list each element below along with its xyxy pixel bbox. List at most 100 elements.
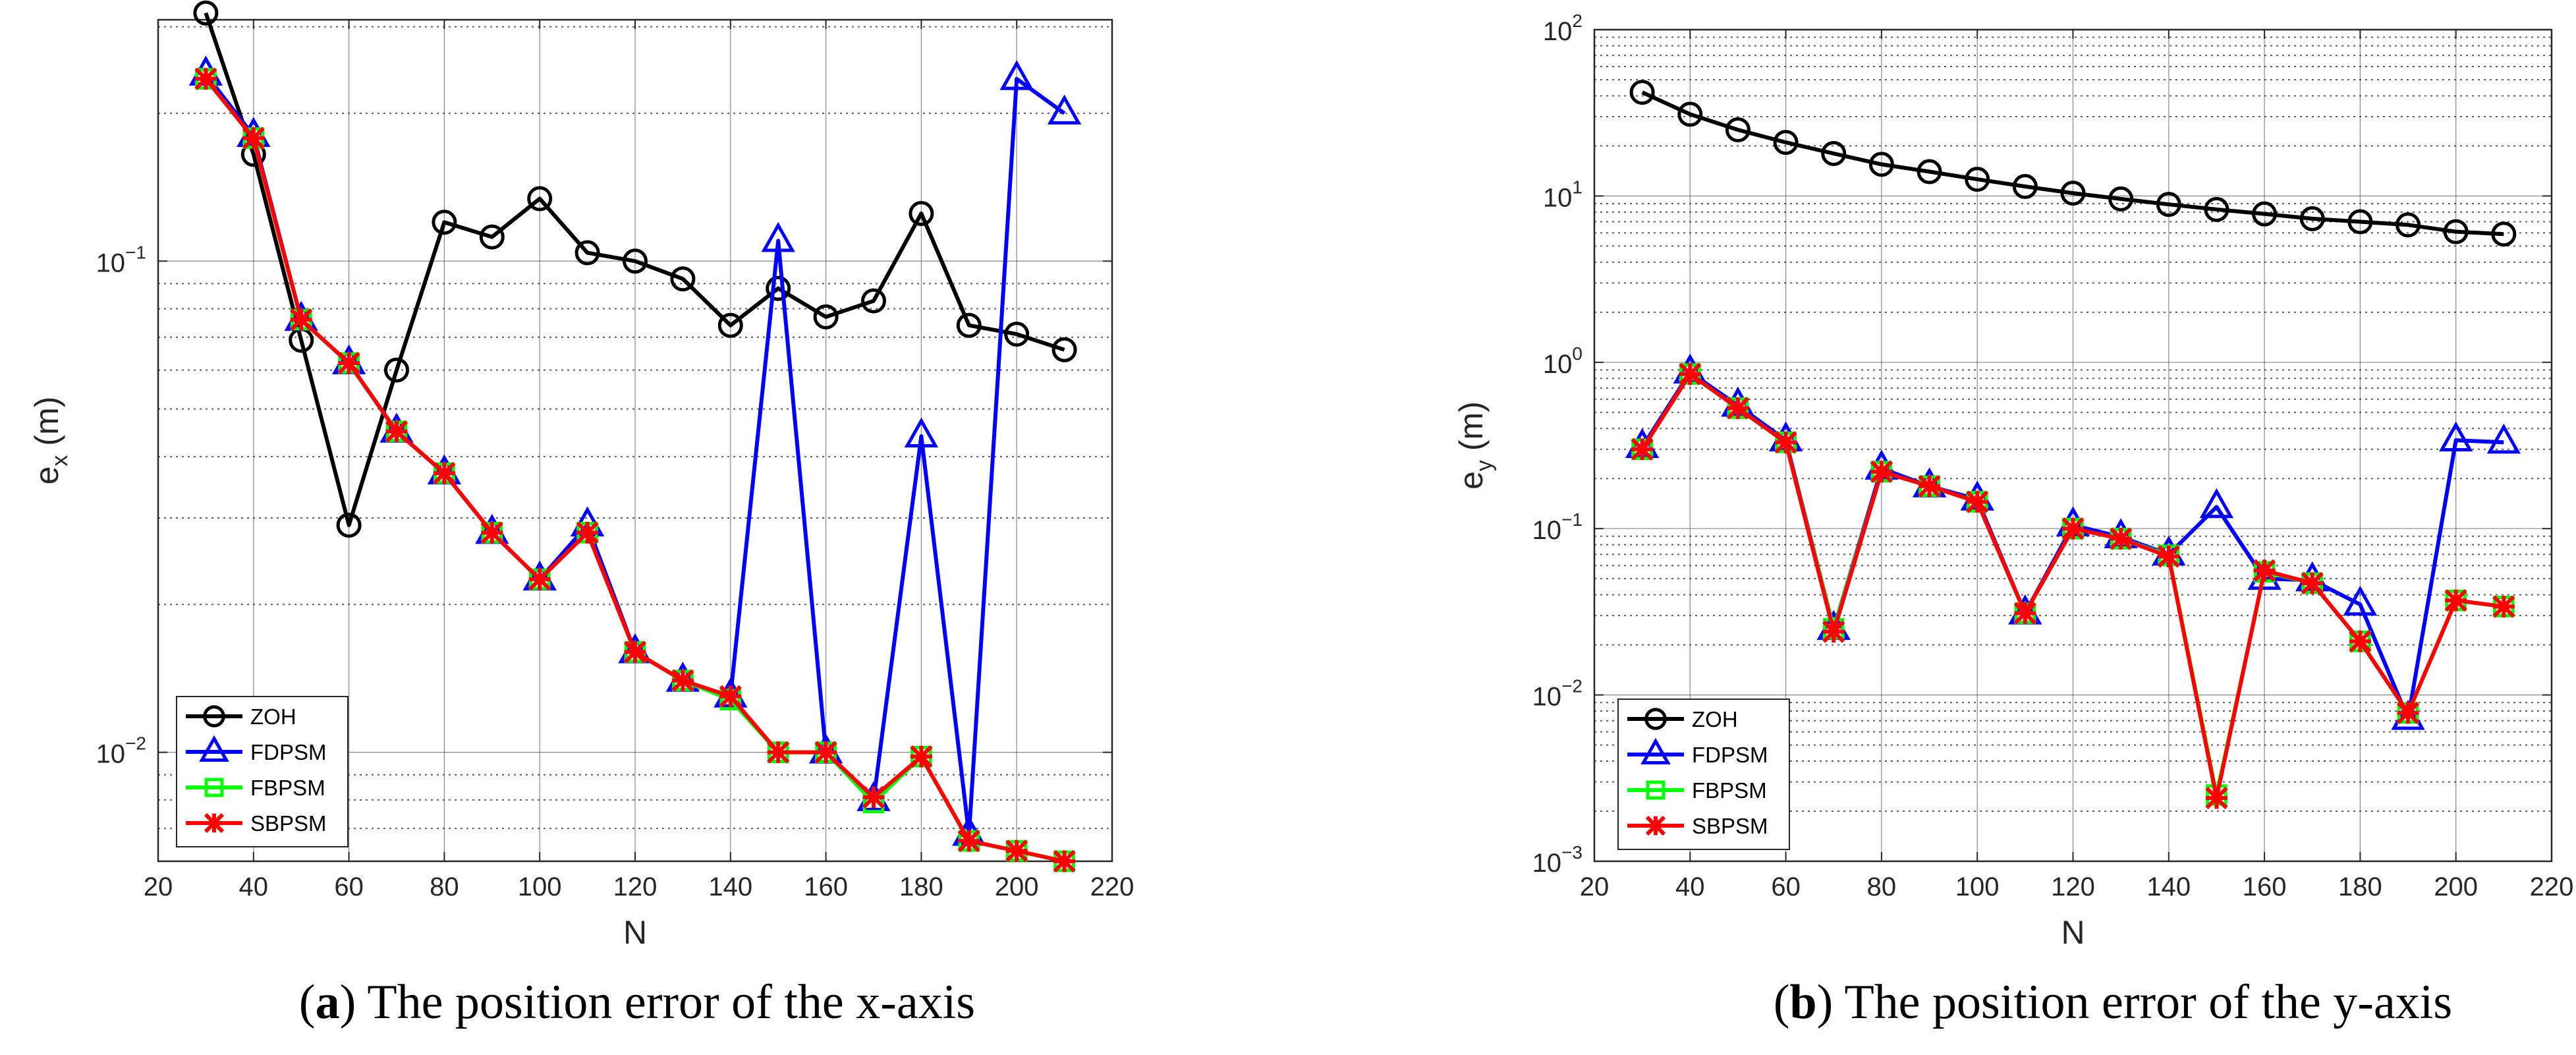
data-point xyxy=(203,705,225,727)
legend-label: FBPSM xyxy=(1692,778,1767,803)
data-point xyxy=(2253,559,2276,582)
x-tick-label: 20 xyxy=(1580,872,1610,901)
data-point xyxy=(194,67,217,90)
y-tick-label: 10−2 xyxy=(96,733,146,769)
data-point xyxy=(2252,201,2278,227)
data-point xyxy=(193,0,219,26)
series-line xyxy=(1641,90,2504,237)
data-point xyxy=(1918,474,1941,498)
data-point xyxy=(337,351,360,375)
x-tick-label: 60 xyxy=(334,872,364,901)
legend-entry-fdpsm: FDPSM xyxy=(186,735,327,764)
data-point xyxy=(1051,337,1077,362)
data-point xyxy=(623,248,648,274)
data-point xyxy=(2444,589,2467,612)
y-tick-label: 100 xyxy=(1543,343,1582,379)
data-point xyxy=(432,210,457,235)
data-point xyxy=(2395,212,2421,238)
legend: ZOH FDPSM FBPSM SBPSM xyxy=(1617,699,1790,850)
x-tick-label: 180 xyxy=(899,872,943,901)
series-sbpsm xyxy=(1631,362,2515,810)
data-point xyxy=(909,201,934,227)
x-tick-label: 120 xyxy=(2051,872,2095,901)
data-point xyxy=(479,224,505,250)
data-point xyxy=(2061,517,2085,540)
x-tick-label: 20 xyxy=(144,872,173,901)
x-tick-label: 100 xyxy=(1955,872,2000,901)
data-point xyxy=(1640,737,1671,765)
data-point xyxy=(2492,595,2515,618)
data-point xyxy=(761,221,795,252)
data-point xyxy=(2347,209,2373,235)
data-point xyxy=(2199,488,2234,519)
data-point xyxy=(766,275,791,301)
x-tick-label: 220 xyxy=(1090,872,1134,901)
legend-entry-fdpsm: FDPSM xyxy=(1627,737,1768,767)
legend-entry-sbpsm: SBPSM xyxy=(186,811,327,836)
y-tick-label: 102 xyxy=(1543,11,1582,46)
data-point xyxy=(717,312,743,338)
data-point xyxy=(2060,181,2086,206)
data-point xyxy=(767,741,790,764)
series-line xyxy=(204,12,1065,527)
x-tick-label: 160 xyxy=(804,872,848,901)
legend-label: SBPSM xyxy=(1692,814,1768,838)
legend-entry-fbpsm: FBPSM xyxy=(186,776,325,800)
data-point xyxy=(1917,159,1942,185)
series-zoh xyxy=(1629,80,2517,247)
data-point xyxy=(956,312,982,338)
y-tick-label: 10−2 xyxy=(1532,676,1582,712)
data-point xyxy=(2396,701,2420,724)
legend-entry-fbpsm: FBPSM xyxy=(1627,778,1767,803)
data-point xyxy=(2491,221,2517,247)
data-point xyxy=(910,745,933,768)
legend-label: FBPSM xyxy=(250,776,325,800)
data-point xyxy=(480,521,503,544)
data-point xyxy=(204,813,225,834)
data-point xyxy=(1821,140,1847,166)
x-tick-label: 220 xyxy=(2530,872,2574,901)
data-point xyxy=(862,785,885,809)
data-point xyxy=(1965,167,1990,192)
data-point xyxy=(2439,421,2473,452)
data-point xyxy=(2343,585,2378,616)
legend-entry-sbpsm: SBPSM xyxy=(1627,814,1768,838)
x-tick-label: 200 xyxy=(2434,872,2478,901)
data-point xyxy=(1631,438,1654,461)
data-point xyxy=(433,461,456,485)
data-point xyxy=(2301,571,2324,595)
x-tick-label: 200 xyxy=(995,872,1039,901)
data-point xyxy=(1645,815,1666,836)
data-point xyxy=(2349,630,2372,653)
data-point xyxy=(670,266,696,292)
y-tick-label: 101 xyxy=(1543,177,1582,212)
data-point xyxy=(336,512,362,538)
data-point xyxy=(2157,545,2180,568)
chart-panel-a: 20 40 60 80 100 120 140 160 180 200 220 10−1 10−2 Nex… xyxy=(28,0,1134,1029)
legend-entry-zoh: ZOH xyxy=(1627,707,1738,731)
data-point xyxy=(2443,219,2469,244)
figure-caption: (b) The position error of the y-axis xyxy=(1774,975,2452,1029)
figure-caption: (a) The position error of the x-axis xyxy=(299,975,975,1029)
x-axis-label: N xyxy=(2061,914,2085,951)
data-point xyxy=(2156,192,2181,217)
data-point xyxy=(2205,786,2228,810)
y-tick-label: 10−1 xyxy=(1532,509,1582,545)
legend: ZOH FDPSM FBPSM SBPSM xyxy=(176,696,349,847)
data-point xyxy=(1725,117,1750,142)
data-point xyxy=(1822,620,1845,643)
data-point xyxy=(1677,101,1703,127)
data-point xyxy=(1053,849,1076,873)
data-point xyxy=(527,186,553,212)
data-point xyxy=(242,127,265,150)
x-tick-label: 180 xyxy=(2338,872,2382,901)
data-point xyxy=(1047,94,1082,125)
x-tick-label: 40 xyxy=(1675,872,1705,901)
data-point xyxy=(2110,527,2133,550)
x-tick-label: 80 xyxy=(430,872,459,901)
series-sbpsm xyxy=(194,67,1076,873)
legend-label: FDPSM xyxy=(1692,743,1768,767)
x-tick-label: 140 xyxy=(2146,872,2191,901)
data-point xyxy=(2391,700,2425,730)
